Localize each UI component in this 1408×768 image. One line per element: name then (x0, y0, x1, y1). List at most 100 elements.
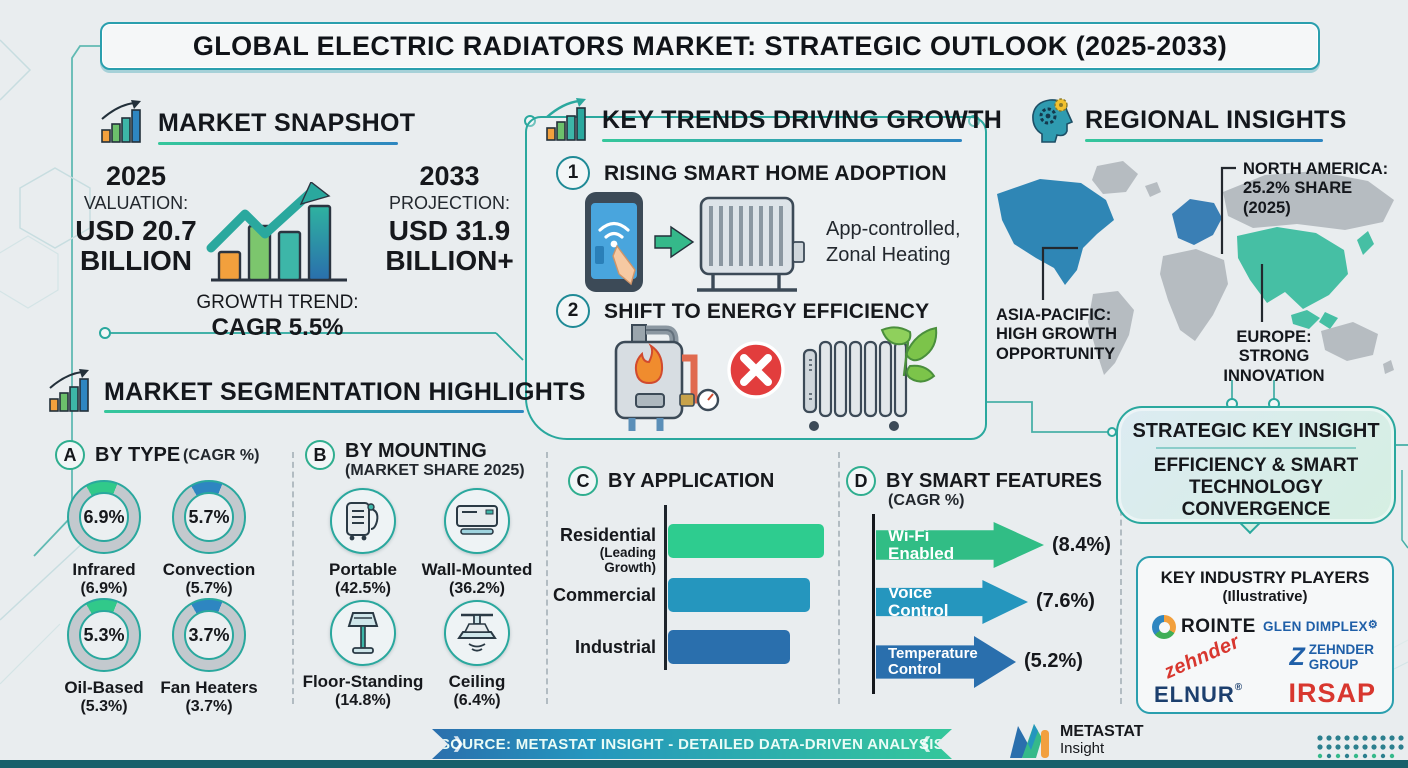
label-line: Residential (559, 525, 656, 545)
segment-c-badge: C (568, 466, 598, 496)
feature-value-wifi: (8.4%) (1052, 534, 1111, 556)
label-line: (5.3%) (80, 697, 128, 715)
label-line: Portable (328, 560, 398, 579)
donut-fan-heaters: 3.7% (172, 598, 246, 672)
snapshot-2025-year: 2025 (105, 161, 167, 191)
application-bar-industrial (668, 630, 790, 664)
mount-label-portable: Portable (42.5%) (301, 560, 425, 598)
donut-oil-based: 5.3% (67, 598, 141, 672)
donut-value: 3.7% (188, 624, 230, 645)
label-line: GROUP (1308, 656, 1359, 672)
mount-label-wall-mounted: Wall-Mounted (36.2%) (415, 560, 539, 598)
application-bar-commercial (668, 578, 810, 612)
logo-zehnder-group: Z ZEHNDER GROUP (1289, 643, 1374, 672)
badge-letter: D (854, 470, 868, 491)
snapshot-2033-label: PROJECTION: (388, 192, 510, 213)
label-line: Fan Heaters (160, 678, 258, 697)
feature-label: Voice Control (888, 583, 949, 620)
label-line: (6.9%) (80, 579, 128, 597)
industry-players-panel: KEY INDUSTRY PLAYERS (Illustrative) ROIN… (1136, 556, 1394, 714)
floor-standing-icon (347, 612, 379, 654)
wall-mounted-panel-icon (456, 505, 498, 535)
chevron-left-icon: ❮ (919, 735, 932, 752)
market-snapshot-heading: MARKET SNAPSHOT (158, 109, 416, 137)
players-subtitle: (Illustrative) (1222, 588, 1308, 605)
donut-value: 5.7% (188, 506, 230, 527)
label-line: Ceiling (448, 672, 506, 691)
brand-line: METASTAT (1060, 722, 1144, 740)
head-gears-icon (1032, 98, 1074, 143)
map-label-europe: EUROPE: STRONG INNOVATION (1210, 328, 1338, 386)
label-line: (36.2%) (448, 579, 506, 597)
trend-1-caption: App-controlled, Zonal Heating (826, 218, 961, 266)
map-label-north-america: NORTH AMERICA: 25.2% SHARE (2025) (1243, 160, 1403, 218)
label-line: (6.4%) (453, 691, 501, 709)
label-line: ZEHNDER (1308, 642, 1374, 658)
donut-value: 6.9% (83, 506, 125, 527)
snapshot-2025-block: 2025 VALUATION: USD 20.7 BILLION (56, 161, 216, 275)
logo-elnur: ELNUR® (1154, 682, 1244, 707)
donut-convection: 5.7% (172, 480, 246, 554)
segment-d-badge: D (846, 466, 876, 496)
feature-label: Wi-Fi Enabled (888, 526, 955, 563)
application-label-commercial: Commercial (552, 585, 656, 605)
smart-features-axis (872, 514, 875, 694)
snapshot-2033-value: USD 31.9 BILLION+ (385, 215, 514, 276)
mount-label-floor-standing: Floor-Standing (14.8%) (301, 672, 425, 710)
label-line: Convection (162, 560, 256, 579)
donut-infrared: 6.9% (67, 480, 141, 554)
logo-rointe: ROINTE (1152, 615, 1256, 639)
label-line: Infrared (72, 560, 136, 579)
z-mark: Z (1289, 643, 1305, 671)
by-smart-features-title: BY SMART FEATURES (886, 470, 1102, 492)
trend-1-badge: 1 (556, 156, 590, 190)
trend-2-badge: 2 (556, 294, 590, 328)
rointe-swirl-icon (1152, 615, 1176, 639)
logo-irsap: IRSAP (1288, 678, 1376, 708)
by-mounting-subtitle: (MARKET SHARE 2025) (345, 462, 525, 479)
metastat-logo: METASTAT Insight (1008, 722, 1144, 758)
label-line: Oil-Based (64, 678, 144, 697)
bar-chart-icon (49, 369, 89, 412)
segmentation-heading: MARKET SEGMENTATION HIGHLIGHTS (104, 378, 586, 406)
snapshot-2025-label: VALUATION: (83, 192, 189, 213)
label-line: ASIA-PACIFIC: (996, 306, 1112, 324)
label-line: (42.5%) (334, 579, 392, 597)
heading-underline (158, 142, 398, 145)
bar-chart-icon (546, 98, 586, 141)
source-text: SOURCE: METASTAT INSIGHT - DETAILED DATA… (439, 735, 945, 753)
by-application-title: BY APPLICATION (608, 470, 775, 492)
donut-label-oil-based: Oil-Based (5.3%) (49, 678, 159, 716)
badge-letter: A (63, 444, 77, 465)
badge-letter: C (576, 470, 590, 491)
donut-label-fan-heaters: Fan Heaters (3.7%) (154, 678, 264, 716)
logo-text: GLEN DIMPLEX (1262, 619, 1368, 634)
donut-label-infrared: Infrared (6.9%) (49, 560, 159, 598)
application-label-residential: Residential (Leading Growth) (548, 525, 656, 575)
logo-text: ROINTE (1181, 616, 1256, 637)
ceiling-unit-icon (457, 613, 497, 652)
mount-circle-portable (330, 488, 396, 554)
heading-underline (104, 410, 524, 413)
label-line: NORTH AMERICA: (1243, 160, 1389, 178)
label-line: (5.7%) (185, 579, 233, 597)
by-type-title: BY TYPE (95, 444, 181, 466)
heading-underline (1085, 139, 1323, 142)
trend-2-number: 2 (567, 300, 579, 321)
label-line: Wall-Mounted (421, 560, 533, 579)
chevron-right-icon: ❯ (452, 735, 465, 752)
segment-b-badge: B (305, 440, 335, 470)
mount-circle-floor (330, 600, 396, 666)
application-label-industrial: Industrial (574, 637, 656, 657)
metastat-wordmark: METASTAT Insight (1060, 723, 1144, 757)
label-line: EUROPE: (1236, 328, 1312, 346)
snapshot-2033-year: 2033 (419, 161, 480, 191)
label-line: (Leading Growth) (599, 544, 656, 575)
label-line: OPPORTUNITY (996, 344, 1116, 363)
source-ribbon: ❯ SOURCE: METASTAT INSIGHT - DETAILED DA… (432, 729, 952, 759)
insight-body: EFFICIENCY & SMART TECHNOLOGY CONVERGENC… (1153, 455, 1359, 520)
growth-trend-value: CAGR 5.5% (211, 314, 344, 341)
application-bar-residential (668, 524, 824, 558)
by-smart-features-subtitle: (CAGR %) (888, 492, 965, 509)
portable-heater-icon (346, 502, 379, 541)
